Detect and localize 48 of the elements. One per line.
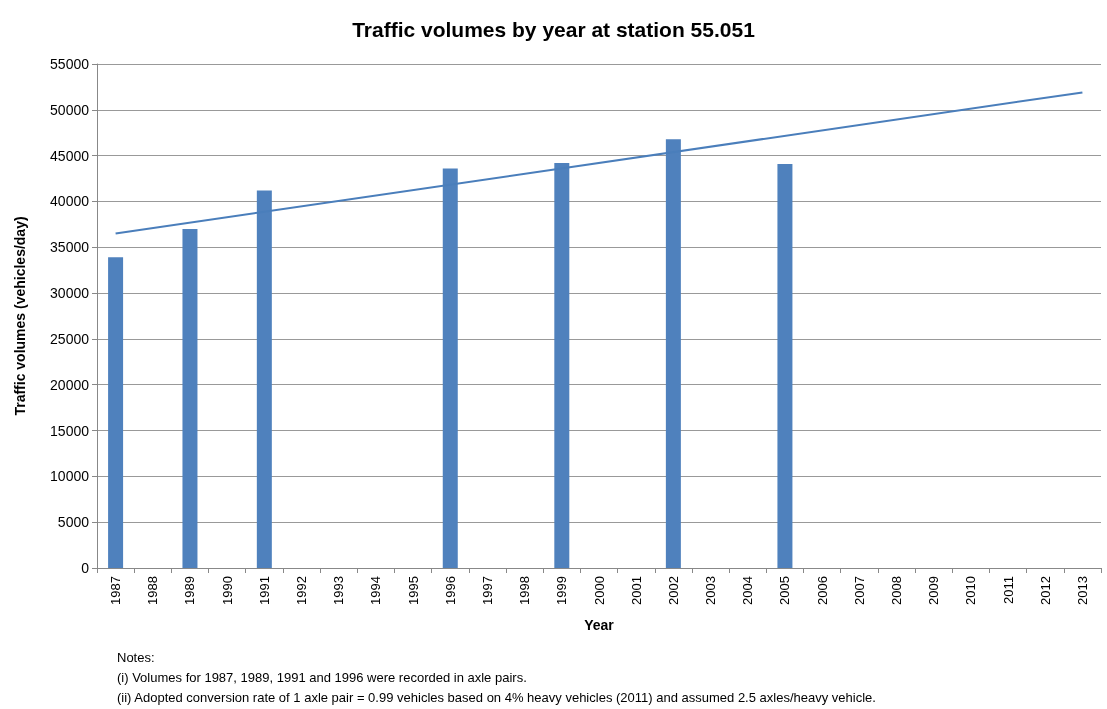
y-tick-label: 15000: [50, 422, 90, 439]
x-tick-label: 2008: [888, 576, 904, 605]
y-tick-label: 50000: [50, 101, 90, 118]
x-tick-label: 1998: [517, 576, 533, 605]
text: (i) Volumes for 1987, 1989, 1991 and 1996 were recorded in axle pairs.: [117, 670, 527, 685]
x-tick-label: 1994: [368, 576, 384, 605]
x-tick-label: 1988: [145, 576, 161, 605]
x-tick-label: 1989: [182, 576, 198, 605]
y-tick-label: 25000: [50, 330, 90, 347]
x-tick-label: 1999: [554, 576, 570, 605]
x-tick-label: 1991: [256, 576, 272, 605]
bar: [777, 163, 793, 568]
x-tick-label: 2006: [814, 576, 830, 605]
x-tick-label: 2010: [963, 576, 979, 605]
x-tick-label: 1992: [294, 576, 310, 605]
y-tick-label: 30000: [50, 285, 90, 302]
text: Notes:: [117, 650, 155, 665]
bar: [108, 257, 124, 568]
y-tick-label: 45000: [50, 147, 90, 164]
x-tick-label: 2012: [1037, 576, 1053, 605]
text: (ii) Adopted conversion rate of 1 axle pair = 0.99 vehicles based on 4% heavy vehicles (2011) and assumed 2.5 axles/heavy vehicle.: [117, 690, 876, 705]
x-tick-label: 1996: [442, 576, 458, 605]
x-tick-label: 2003: [703, 576, 719, 605]
y-axis-title: Traffic volumes (vehicles/day): [12, 216, 28, 416]
y-tick-label: 0: [81, 560, 90, 576]
x-tick-label: 1987: [108, 576, 124, 605]
x-axis-title: Year: [584, 617, 615, 633]
chart-title: Traffic volumes by year at station 55.051: [352, 18, 756, 41]
y-tick-label: 35000: [50, 239, 90, 256]
x-tick-label: 2004: [740, 576, 756, 605]
y-tick-label: 20000: [50, 376, 90, 393]
y-tick-label: 10000: [50, 468, 90, 485]
x-tick-label: 2005: [777, 576, 793, 605]
x-tick-label: 1995: [405, 576, 421, 605]
x-tick-label: 2002: [665, 576, 681, 605]
x-tick-label: 1993: [331, 576, 347, 605]
x-tick-label: 2000: [591, 576, 607, 605]
x-tick-label: 2009: [926, 576, 942, 605]
y-tick-label: 5000: [57, 514, 90, 531]
x-tick-label: 2007: [851, 576, 867, 605]
x-tick-label: 1997: [479, 576, 495, 605]
x-tick-label: 2001: [628, 576, 644, 605]
x-tick-label: 2013: [1074, 576, 1090, 605]
y-tick-label: 40000: [50, 193, 90, 210]
y-tick-label: 55000: [50, 56, 90, 72]
x-tick-label: 2011: [1000, 576, 1016, 604]
x-tick-label: 1990: [219, 576, 235, 605]
bar: [182, 228, 198, 568]
